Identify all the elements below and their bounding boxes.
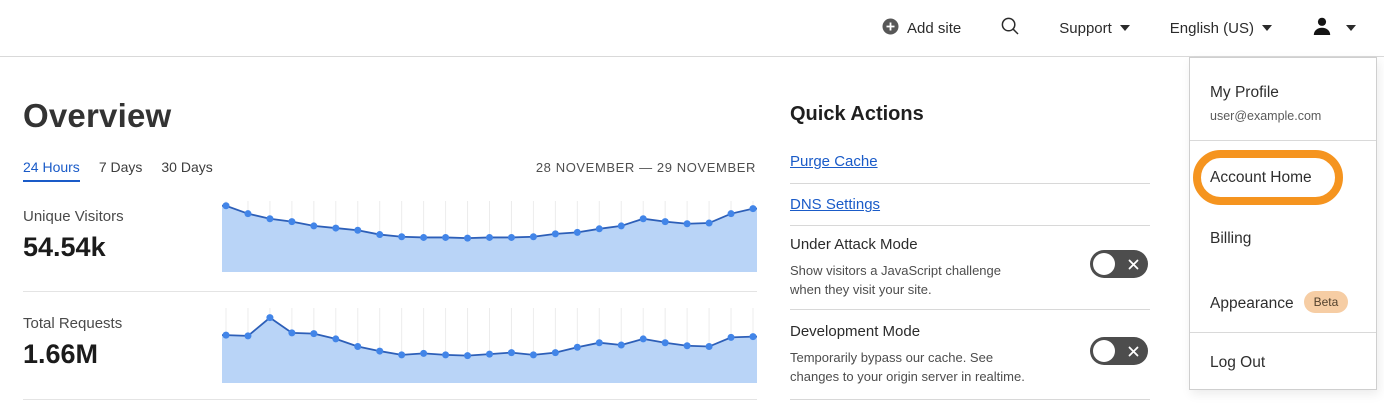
quick-actions-title: Quick Actions (790, 103, 924, 125)
toggle-knob (1093, 340, 1115, 362)
toggle-knob (1093, 253, 1115, 275)
unique-visitors-chart (222, 201, 757, 272)
metric-label: Unique Visitors (23, 208, 124, 225)
chevron-down-icon (1346, 25, 1356, 31)
development-mode-description: Temporarily bypass our cache. See change… (790, 350, 1025, 384)
tab-24-hours[interactable]: 24 Hours (23, 159, 80, 182)
page-title: Overview (23, 97, 172, 134)
search-icon (1001, 17, 1019, 39)
divider (23, 291, 757, 292)
menu-item-my-profile[interactable]: My Profile (1210, 84, 1279, 101)
date-range-label: 28 NOVEMBER — 29 NOVEMBER (535, 160, 756, 175)
search-button[interactable] (1001, 17, 1019, 39)
menu-item-appearance[interactable]: Appearance Beta (1210, 291, 1349, 313)
chevron-down-icon (1119, 25, 1130, 31)
add-site-button[interactable]: Add site (882, 18, 961, 39)
divider (790, 183, 1150, 184)
under-attack-mode-title: Under Attack Mode (790, 236, 918, 253)
divider (23, 399, 757, 400)
menu-item-billing[interactable]: Billing (1210, 230, 1252, 247)
x-icon (1128, 259, 1139, 270)
metric-value: 54.54k (23, 232, 106, 262)
user-menu-button[interactable] (1312, 16, 1356, 40)
divider (1190, 332, 1376, 333)
support-label: Support (1059, 19, 1112, 37)
tab-7-days[interactable]: 7 Days (98, 159, 143, 175)
total-requests-metric: Total Requests 1.66M (23, 315, 213, 370)
unique-visitors-metric: Unique Visitors 54.54k (23, 208, 213, 263)
plus-circle-icon (882, 18, 899, 39)
time-range-tabs: 24 Hours 7 Days 30 Days (23, 159, 213, 182)
top-nav: Add site Support English (US) (0, 0, 1384, 57)
add-site-label: Add site (907, 19, 962, 37)
divider (790, 309, 1150, 310)
menu-item-log-out[interactable]: Log Out (1210, 354, 1266, 371)
total-requests-chart (222, 308, 757, 383)
user-dropdown-menu: My Profile user@example.com Account Home… (1189, 57, 1377, 390)
appearance-label: Appearance (1210, 295, 1294, 312)
under-attack-mode-description: Show visitors a JavaScript challenge whe… (790, 263, 1001, 297)
development-mode-title: Development Mode (790, 323, 921, 340)
metric-value: 1.66M (23, 339, 99, 369)
tab-30-days[interactable]: 30 Days (161, 159, 213, 175)
divider (790, 225, 1150, 226)
metric-label: Total Requests (23, 315, 123, 332)
divider (1190, 140, 1376, 141)
x-icon (1128, 346, 1139, 357)
user-email: user@example.com (1210, 109, 1322, 123)
purge-cache-link[interactable]: Purge Cache (790, 153, 878, 170)
support-menu[interactable]: Support (1059, 20, 1130, 37)
menu-item-account-home[interactable]: Account Home (1210, 169, 1312, 186)
quick-actions-panel: Quick Actions Purge Cache DNS Settings U… (790, 57, 1150, 414)
development-mode-toggle[interactable] (1090, 337, 1148, 365)
beta-badge: Beta (1303, 291, 1349, 313)
user-icon (1312, 16, 1332, 40)
under-attack-mode-toggle[interactable] (1090, 250, 1148, 278)
divider (790, 399, 1150, 400)
dns-settings-link[interactable]: DNS Settings (790, 196, 881, 213)
chevron-down-icon (1262, 25, 1272, 31)
language-menu[interactable]: English (US) (1170, 20, 1272, 37)
language-label: English (US) (1169, 19, 1254, 37)
